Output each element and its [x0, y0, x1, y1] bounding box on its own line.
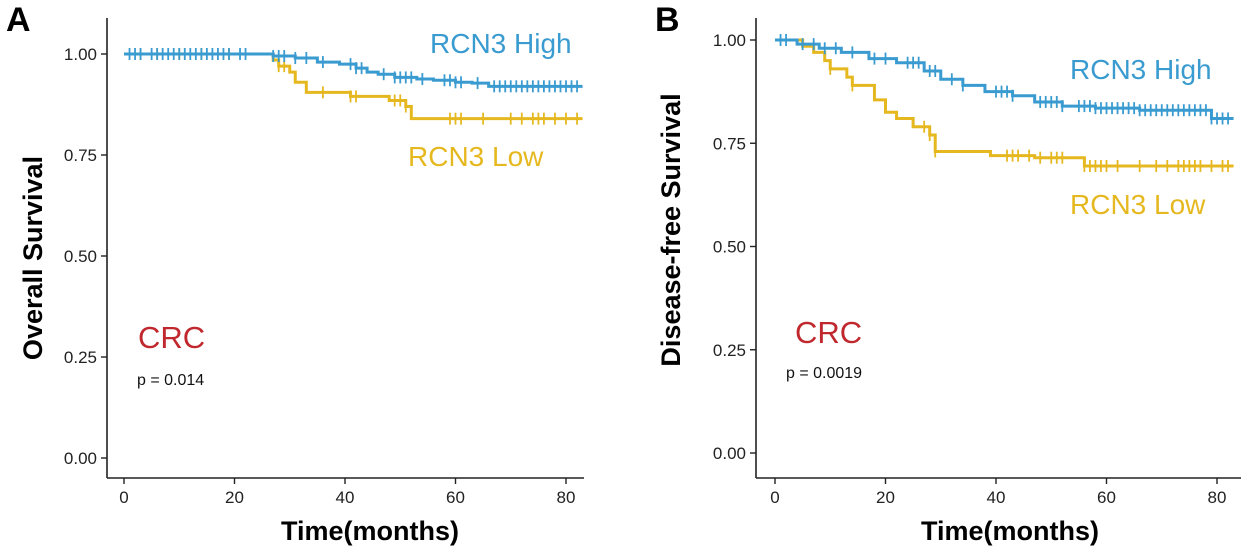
- x-tick-label: 40: [987, 488, 1006, 507]
- x-tick-label: 40: [336, 488, 355, 507]
- y-tick-label: 1.00: [713, 31, 746, 50]
- y-tick-label: 0.75: [713, 134, 746, 153]
- x-axis-title-time: Time(months): [281, 516, 459, 546]
- x-tick-label: 20: [876, 488, 895, 507]
- y-tick-label: 0.25: [713, 341, 746, 360]
- x-tick-label: 20: [225, 488, 244, 507]
- p-value-label: p = 0.014: [137, 372, 204, 389]
- series-layer: [775, 34, 1234, 172]
- x-tick-label: 60: [1097, 488, 1116, 507]
- x-tick-label: 80: [1208, 488, 1227, 507]
- y-axis-title-overall-survival: Overall Survival: [18, 156, 48, 360]
- panel-b-disease-free-survival: B Disease-free Survival Time(months) CRC…: [655, 1, 1241, 546]
- y-tick-label: 0.00: [713, 444, 746, 463]
- p-value-label: p = 0.0019: [786, 365, 862, 382]
- axes: 0.00 0.25 0.50 0.75 1.00 0 20 40 60 80: [64, 18, 584, 507]
- legend-label-rcn3-low: RCN3 Low: [408, 141, 544, 172]
- panel-letter-b: B: [655, 1, 680, 39]
- legend-label-rcn3-high: RCN3 High: [1070, 54, 1212, 85]
- x-tick-label: 0: [770, 488, 779, 507]
- panel-letter-a: A: [6, 1, 31, 39]
- y-tick-label: 0.25: [64, 348, 97, 367]
- legend-label-rcn3-low: RCN3 Low: [1070, 189, 1206, 220]
- x-axis-title-time: Time(months): [921, 516, 1099, 546]
- axes: 0.00 0.25 0.50 0.75 1.00 0 20 40 60 80: [713, 18, 1241, 507]
- x-tick-label: 0: [119, 488, 128, 507]
- y-tick-label: 0.50: [713, 238, 746, 257]
- cohort-label-crc: CRC: [795, 315, 862, 350]
- y-tick-label: 1.00: [64, 45, 97, 64]
- x-tick-label: 80: [557, 488, 576, 507]
- cohort-label-crc: CRC: [138, 320, 205, 355]
- panel-a-overall-survival: A Overall Survival Time(months) CRC p = …: [6, 1, 584, 546]
- legend-label-rcn3-high: RCN3 High: [430, 28, 572, 59]
- x-tick-label: 60: [446, 488, 465, 507]
- y-tick-label: 0.00: [64, 449, 97, 468]
- y-tick-label: 0.50: [64, 247, 97, 266]
- y-tick-label: 0.75: [64, 146, 97, 165]
- y-axis-title-disease-free-survival: Disease-free Survival: [656, 93, 686, 366]
- series-layer: [124, 48, 583, 125]
